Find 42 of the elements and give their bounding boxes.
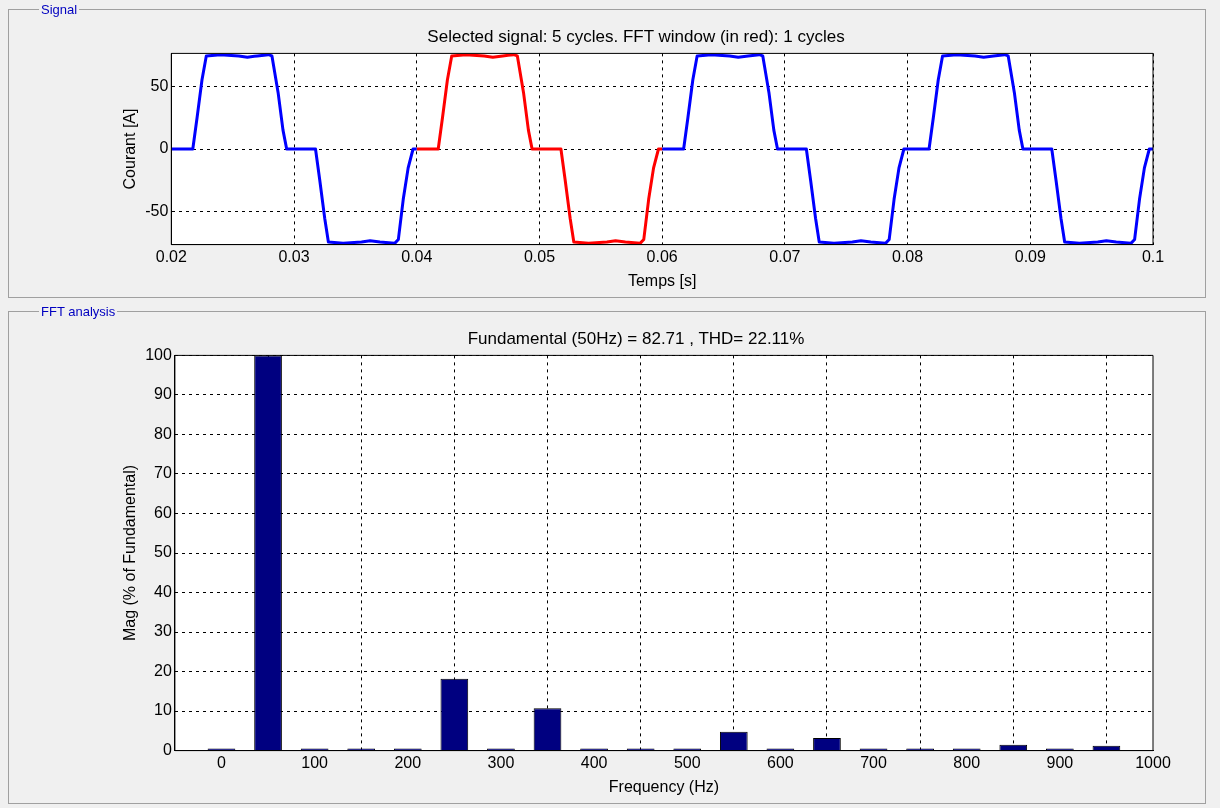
y-tick-label: 80 <box>154 424 172 442</box>
x-tick-label: 500 <box>673 753 701 771</box>
y-axis-title: Courant [A] <box>121 108 139 190</box>
x-tick-label: 1000 <box>1135 753 1171 771</box>
y-tick-label: 20 <box>154 661 172 679</box>
x-tick-label: 600 <box>767 753 794 771</box>
x-tick-label: 900 <box>1046 753 1074 771</box>
x-tick-label: 800 <box>953 753 981 771</box>
x-axis-title: Frequency (Hz) <box>608 777 720 795</box>
y-tick-label: 70 <box>154 464 172 482</box>
y-axis-title: Mag (% of Fundamental) <box>121 464 139 642</box>
x-tick-label: 0.07 <box>769 247 801 265</box>
x-tick-label: 0.05 <box>523 247 556 265</box>
x-tick-label: 400 <box>580 753 608 771</box>
x-tick-label: 200 <box>394 753 422 771</box>
chart-title: Selected signal: 5 cycles. FFT window (in red): 1 cycles <box>427 26 845 46</box>
y-tick-label: 50 <box>154 543 172 561</box>
y-tick-label: 0 <box>159 139 169 157</box>
x-tick-label: 700 <box>860 753 887 771</box>
y-tick-label: 30 <box>154 622 172 640</box>
y-tick-label: 90 <box>154 385 172 403</box>
y-tick-label: 50 <box>150 76 169 94</box>
y-tick-label: 60 <box>154 503 172 521</box>
x-tick-label: 100 <box>301 753 329 771</box>
x-tick-label: 0.04 <box>401 247 433 265</box>
x-tick-label: 0 <box>217 753 227 771</box>
y-tick-label: -50 <box>145 202 169 220</box>
x-tick-label: 300 <box>487 753 515 771</box>
y-tick-label: 0 <box>162 741 172 759</box>
x-tick-label: 0.06 <box>646 247 678 265</box>
text: Signal <box>40 2 79 17</box>
x-axis-title: Temps [s] <box>627 271 697 289</box>
chart-title: Fundamental (50Hz) = 82.71 , THD= 22.11% <box>467 328 805 348</box>
x-tick-label: 0.03 <box>278 247 310 265</box>
x-tick-label: 0.02 <box>155 247 187 265</box>
text: FFT analysis <box>40 304 117 319</box>
x-tick-label: 0.1 <box>1141 247 1165 265</box>
x-tick-label: 0.08 <box>892 247 924 265</box>
y-tick-label: 10 <box>154 701 172 719</box>
y-tick-label: 40 <box>154 582 172 600</box>
y-tick-label: 100 <box>145 345 172 363</box>
x-tick-label: 0.09 <box>1014 247 1046 265</box>
